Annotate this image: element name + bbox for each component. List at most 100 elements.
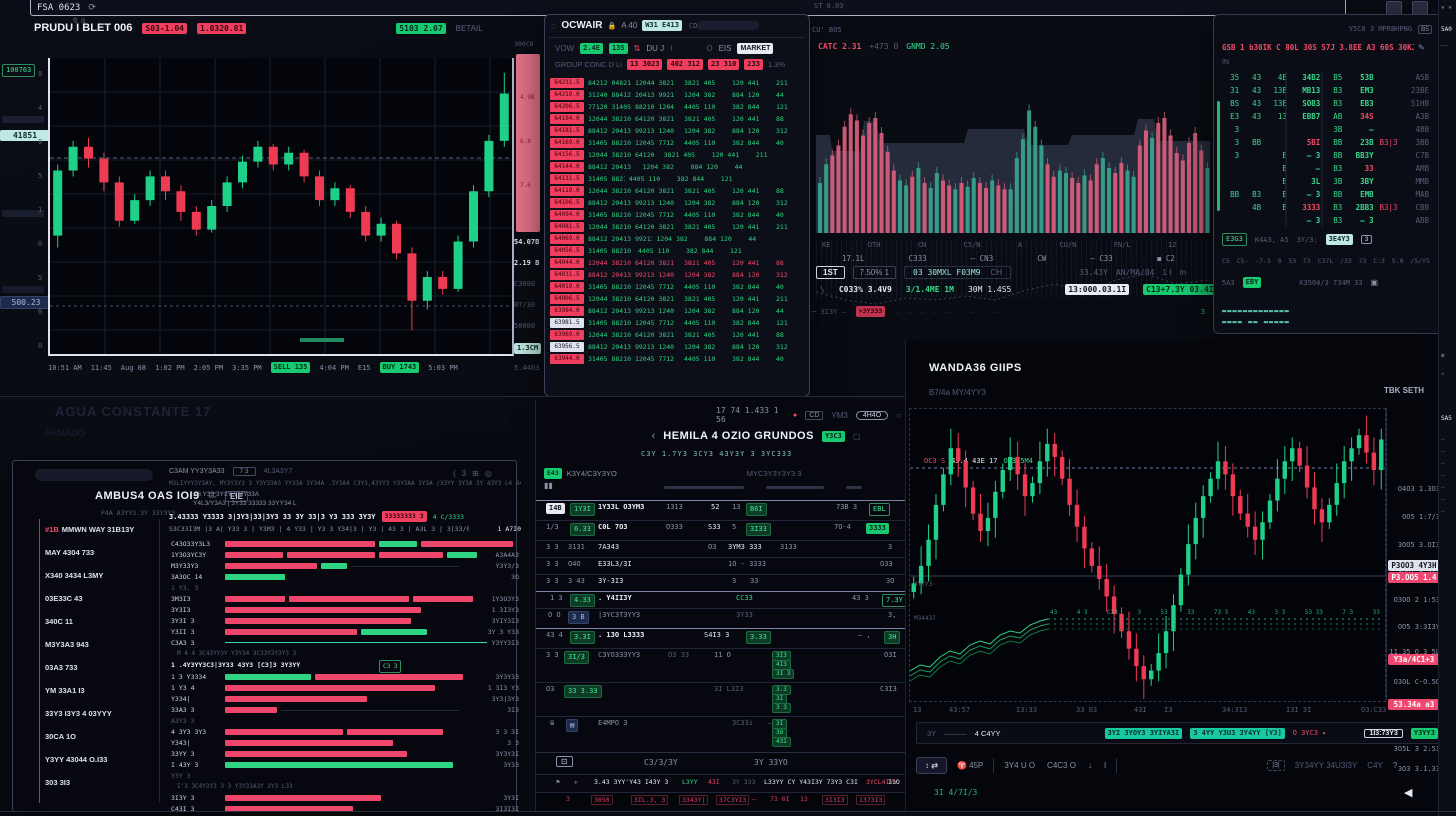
watch-row[interactable]: 3 B — 3 BB BB3Y C7B <box>1224 149 1429 162</box>
foot-box-icon[interactable]: ▣ <box>1370 278 1379 287</box>
tool-move-box[interactable]: ↕ ⇄ <box>916 756 947 774</box>
scanner-row[interactable]: Y343| 3 3 <box>169 738 521 748</box>
orders-toolbar[interactable]: ⚑ ✳ 3.43 3YY'Y43 I43Y 3 L3YY 43I 3Y 333 L33YY … <box>536 774 912 791</box>
edge-item[interactable]: ▪ ▪ <box>1441 4 1452 11</box>
header-pill[interactable] <box>35 469 153 481</box>
scanner-row[interactable]: M 4 4 3C43YY3Y Y3Y34 3C33Y3Y3Y3 3 <box>169 649 521 659</box>
mini-input[interactable]: 7 3 <box>232 467 256 476</box>
sidebar-item[interactable]: M3Y3A3 943 <box>45 640 89 649</box>
scanner-box[interactable]: EIE <box>225 490 248 502</box>
edge-item[interactable]: ⌃ <box>1441 372 1445 379</box>
sort-icon[interactable]: ⇅ <box>633 44 641 53</box>
watch-row[interactable]: B 3L 3B 3BY MMB <box>1224 175 1429 188</box>
scanner-row[interactable]: C43I 3 3I3I3I <box>169 804 521 814</box>
toolbar-item[interactable]: I1O <box>888 778 900 786</box>
ticker-chip[interactable]: 1373I3 <box>856 795 886 805</box>
heat-bar-segment[interactable] <box>379 541 417 547</box>
red-stat-badge-2[interactable]: 23 310 <box>708 59 740 70</box>
edge-item[interactable]: 5A0 <box>1441 26 1452 33</box>
watch-grid[interactable]: 35 43 4B 34B2 B5 53B A5B 31 43 13B MB13 B3 EM3 23BE BS… <box>1224 71 1429 227</box>
heat-bar-segment[interactable] <box>347 729 443 735</box>
watch-row[interactable]: 3 3B — 4BB <box>1224 123 1429 136</box>
tab-right-label[interactable]: MYC3Y3Y3Y3 3 <box>746 469 802 478</box>
heat-bar-segment[interactable] <box>225 707 277 713</box>
heat-bar-segment[interactable] <box>225 674 311 680</box>
footer-box-icon[interactable]: ⊡ <box>556 756 573 767</box>
scanner-rows[interactable]: C43O33Y3L3 1Y3O3YC3Y A3A4A3 M3Y33Y3 Y3Y3/3 3A… <box>169 539 521 813</box>
orders-row[interactable]: ≣ ▤ E4MPO 3 3C33i —3I 3O 43I <box>536 716 906 753</box>
meta-circle-icon[interactable]: ○ <box>896 410 901 420</box>
tool-cursor[interactable]: ♈ 45P <box>956 760 984 770</box>
orders-row[interactable]: 3 3 3131 7A343 O3 3YM3 333 3133 3 <box>536 540 906 556</box>
play-icon[interactable]: ◀ <box>1404 787 1413 799</box>
watch-row[interactable]: 31 43 13B MB13 B3 EM3 23BE <box>1224 84 1429 97</box>
symbol-box[interactable]: 03 30MXL F03M9 CH <box>904 266 1012 279</box>
order-book-row[interactable]: 63969.0 12044 38210 64120 3821 3821 405 120… <box>550 329 804 341</box>
edge-item[interactable]: — <box>1441 472 1445 479</box>
sidebar-item[interactable]: YM 33A1 I3 <box>45 686 85 695</box>
scanner-row[interactable]: 1 .4Y3YY3C3|3Y33 43Y3 [C3]3 3Y3YY C3 3 <box>169 660 521 673</box>
scanner-icon-2[interactable]: ⊞ <box>472 469 479 478</box>
heat-bar-segment[interactable] <box>225 552 283 558</box>
order-book-row[interactable]: 64156.5 12044 38210 64120 3821 405 120 441 2… <box>550 149 804 161</box>
scanner-row[interactable]: M3Y33Y3 Y3Y3/3 <box>169 561 521 571</box>
scanner-row[interactable]: 33A3 3 3I3 <box>169 705 521 715</box>
order-book-table[interactable]: 64231.5 84212 04821 12044 3821 3821 405 120… <box>550 77 804 377</box>
watch-row[interactable]: 4B B 3333 B3 2BB3 B3|3 CBB <box>1224 201 1429 214</box>
stack-chip[interactable]: 43I <box>772 737 791 747</box>
toolbar-item[interactable]: L3YY <box>682 778 698 786</box>
watch-box[interactable]: 3 <box>1360 235 1373 244</box>
bb-white-badge[interactable]: 1I3:73Y3 <box>1364 728 1403 738</box>
orders-row[interactable]: 3 3 O4O E33L3/3I 1O - 3333 O33 <box>536 557 906 573</box>
toolbar-item[interactable]: 43I <box>708 778 720 786</box>
heat-bar-segment[interactable] <box>361 629 427 635</box>
section-red-badge[interactable]: 33333333 3 <box>381 511 427 522</box>
sidebar-item[interactable]: 340C 11 <box>45 617 73 626</box>
order-book-row[interactable]: 63994.0 88412 20413 99213 1240 1204 382 884… <box>550 305 804 317</box>
meta-chip[interactable]: CD <box>805 410 824 420</box>
sidebar-item[interactable]: 30CA 1O <box>45 732 76 741</box>
foot-green-badge[interactable]: EBY <box>1242 277 1262 288</box>
bb-teal-badge-1[interactable]: 3YI 3YOY3 3YIYA3I <box>1104 727 1183 739</box>
order-book-row[interactable]: 64106.5 88412 20413 99213 1240 1204 382 884… <box>550 197 804 209</box>
scanner-row[interactable]: Y3Y 3 <box>169 771 521 781</box>
meta-pill[interactable]: 4H4O <box>855 410 889 420</box>
sidebar-item[interactable]: X340 3434 L3MY <box>45 571 103 580</box>
scanner-row[interactable]: 1 Y3 4 1 3I3 Y3 <box>169 683 521 693</box>
heat-bar-segment[interactable] <box>421 541 513 547</box>
mini-icons[interactable]: ↯ a <box>72 16 86 25</box>
scanner-icon-3[interactable]: ◎ <box>484 469 492 478</box>
heat-bar-segment[interactable] <box>225 574 285 580</box>
group-header-badge[interactable]: C3 3 <box>379 660 402 673</box>
order-book-row[interactable]: 64194.0 12044 38210 64120 3821 3821 405 120… <box>550 113 804 125</box>
scanner-row[interactable]: A3Y3 3 <box>169 716 521 726</box>
order-book-row[interactable]: 64169.0 31405 88210 12045 7712 4405 110 382… <box>550 137 804 149</box>
tab-badge[interactable]: E43 <box>544 468 562 479</box>
tab-left-label[interactable]: K3Y4/C3Y3YO <box>566 469 617 478</box>
edge-item[interactable]: — <box>1441 436 1445 443</box>
scanner-row[interactable]: 3A3OC 14 3O <box>169 572 521 582</box>
order-book-row[interactable]: 64119.0 12044 38210 64120 3821 3821 405 120… <box>550 185 804 197</box>
stack-chip[interactable]: 3I 3 <box>772 669 795 679</box>
timeframe-button[interactable]: 1ST <box>816 266 845 279</box>
bb-red-link[interactable]: O 3YC3 ▸ <box>1292 729 1327 737</box>
sidebar-item[interactable]: Y3YY 43044 O.I33 <box>45 755 107 764</box>
order-book-row[interactable]: 63956.5 88412 20413 99213 1240 1204 382 884… <box>550 341 804 353</box>
order-book-row[interactable]: 64006.5 12044 38210 64120 3821 3821 405 120… <box>550 293 804 305</box>
watch-row[interactable]: 3 BB 5BI BB 23B B3|3 3BB <box>1224 136 1429 149</box>
scanner-icon-1[interactable]: 3 <box>461 469 467 478</box>
heat-bar-segment[interactable] <box>225 618 411 624</box>
scanner-row[interactable]: 3Y3I 3 3YIY3I3 <box>169 616 521 626</box>
header-icon-cd[interactable]: CD <box>688 21 698 30</box>
status-green-badge[interactable]: C13+7.3Y 03.4I <box>1143 284 1217 295</box>
scanner-row[interactable]: 33YY 3 3Y3Y3I <box>169 749 521 759</box>
red-stat-badge-3[interactable]: 233 <box>744 59 763 70</box>
scanner-row[interactable]: 3I3Y 3 3Y3I <box>169 793 521 803</box>
scanner-row[interactable]: 4 3Y3 3Y3 3 3 3I <box>169 727 521 737</box>
bb-green-badge[interactable]: Y3YY3 <box>1410 727 1438 739</box>
toolbar-item[interactable]: L33YY CY Y43I3Y 73Y3 C3I <box>764 778 858 786</box>
watch-head-icon[interactable]: B5 <box>1418 25 1432 34</box>
orders-title-badge[interactable]: Y3C3 <box>821 430 845 442</box>
order-book-row[interactable]: 64131.5 31405 8821 4405 110 382 844 121 <box>550 173 804 185</box>
ticker-chip[interactable]: 37C3YI3 <box>716 795 750 805</box>
